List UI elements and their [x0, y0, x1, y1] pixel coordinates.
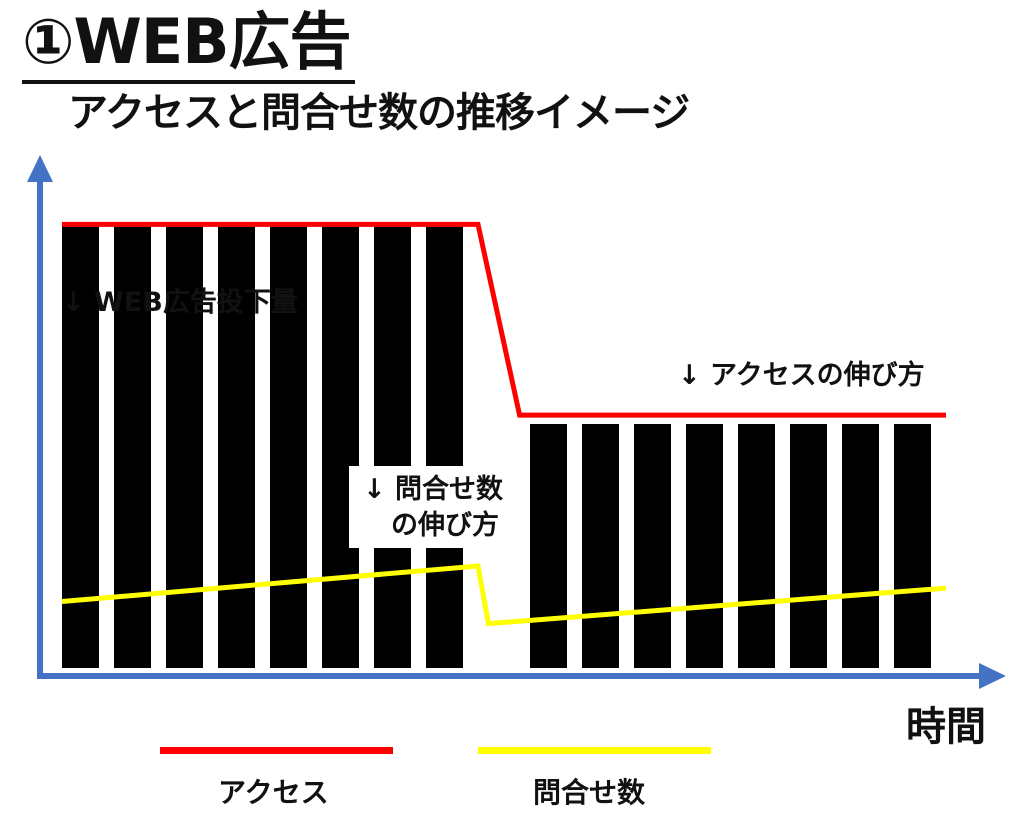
y-axis-arrowhead — [27, 155, 53, 182]
ad-volume-bar — [738, 424, 775, 668]
ad-volume-bar — [634, 424, 671, 668]
page-title: ①WEB広告 — [22, 4, 355, 84]
ad-volume-bar — [270, 224, 307, 668]
inquiry-growth-label: ↓ 問合せ数 の伸び方 — [349, 466, 507, 548]
ad-volume-bar — [582, 424, 619, 668]
ad-volume-bar — [322, 224, 359, 668]
inquiry-growth-label-line2: の伸び方 — [391, 510, 499, 541]
ad-volume-bar — [894, 424, 931, 668]
ad-volume-bar — [218, 224, 255, 668]
access-growth-label: ↓ アクセスの伸び方 — [678, 360, 925, 391]
inquiry-growth-label-line1: ↓ 問合せ数 — [363, 474, 504, 505]
axes — [27, 155, 1006, 689]
access-line — [62, 221, 946, 418]
legend-access-label: アクセス — [218, 776, 329, 809]
ad-volume-bar — [686, 424, 723, 668]
inquiry-line — [61, 563, 947, 627]
x-axis-arrowhead — [979, 663, 1006, 689]
legend-inquiry-swatch — [478, 747, 711, 754]
ad-volume-bar — [426, 224, 463, 668]
page-subtitle: アクセスと問合せ数の推移イメージ — [68, 90, 690, 136]
ad-volume-bar — [530, 424, 567, 668]
ad-volume-label: ↓ WEB広告投下量 — [62, 287, 298, 318]
ad-volume-bar — [842, 424, 879, 668]
ad-volume-bar — [374, 224, 411, 668]
ad-volume-bar — [790, 424, 827, 668]
x-axis-label: 時間 — [906, 704, 986, 750]
legend-inquiry-label: 問合せ数 — [533, 776, 646, 809]
ad-volume-bar — [62, 224, 99, 668]
legend-access-swatch — [160, 747, 393, 754]
